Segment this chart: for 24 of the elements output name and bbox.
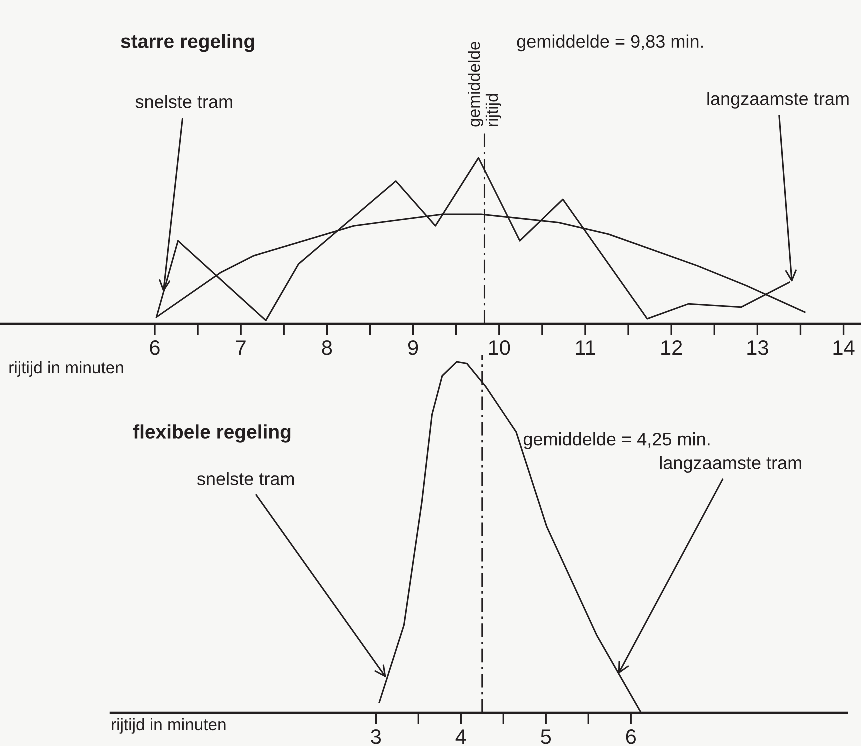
x-tick-label: 6 xyxy=(150,340,160,356)
chart-title: starre regeling xyxy=(121,34,254,52)
annotation: langzaamste tram xyxy=(708,92,849,109)
text: gemiddelde = 9,83 min. xyxy=(517,34,704,52)
x-tick-label: 5 xyxy=(541,730,552,744)
x-tick-label: 10 xyxy=(489,340,510,356)
annotation: snelste tram xyxy=(136,95,232,108)
x-tick-label: 9 xyxy=(408,340,418,356)
x-tick-label: 8 xyxy=(322,340,332,356)
x-tick-label: 13 xyxy=(748,340,768,356)
x-tick-label: 7 xyxy=(236,340,246,356)
annotation: gemiddelde = 4,25 min. xyxy=(524,432,710,450)
text: flexibele regeling xyxy=(133,424,291,443)
x-axis-title: rijtijd in minuten xyxy=(10,361,124,377)
x-tick-label: 14 xyxy=(834,340,855,356)
x-tick-label: 3 xyxy=(371,730,382,744)
x-tick-label: 11 xyxy=(576,340,596,356)
annotation: snelste tram xyxy=(197,472,294,486)
x-axis-title: rijtijd in minuten xyxy=(112,718,226,734)
x-tick-label: 12 xyxy=(662,340,682,356)
ref-line-label: gemiddelde rijtijd xyxy=(468,42,502,127)
annotation: langzaamste tram xyxy=(660,456,802,474)
x-tick-label: 4 xyxy=(456,730,466,744)
x-tick-label: 6 xyxy=(626,730,636,744)
